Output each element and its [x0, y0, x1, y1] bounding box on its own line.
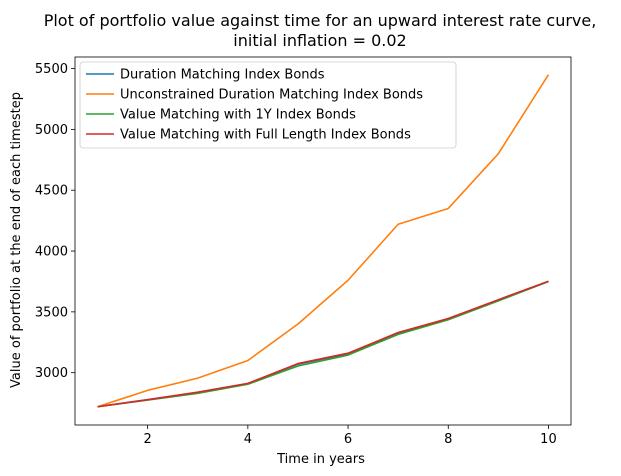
series-line-4 [97, 280, 549, 408]
legend-label: Duration Matching Index Bonds [120, 68, 325, 83]
legend-label: Value Matching with Full Length Index Bo… [120, 128, 411, 143]
y-tick-label: 3500 [35, 305, 68, 320]
x-axis-label: Time in years [276, 452, 365, 467]
legend-label: Value Matching with 1Y Index Bonds [120, 108, 356, 123]
x-tick-label: 6 [344, 432, 352, 447]
x-tick-label: 4 [244, 432, 252, 447]
legend-box [79, 61, 457, 149]
y-tick-label: 3000 [35, 366, 68, 381]
y-tick-label: 5000 [35, 123, 68, 138]
chart-title: Plot of portfolio value against time for… [44, 11, 597, 30]
y-tick-label: 4000 [35, 245, 68, 260]
y-tick-label: 4500 [35, 184, 68, 199]
axes-frame [74, 56, 572, 426]
y-axis-label: Value of portfolio at the end of each ti… [9, 92, 24, 388]
series-line-1 [97, 280, 549, 408]
x-tick-label: 8 [444, 432, 452, 447]
series-line-2 [97, 74, 550, 408]
plot-area: 2 4 6 8 10 3000 3500 4000 4500 5000 5500 Duration M… [35, 56, 572, 447]
chart-subtitle: initial inflation = 0.02 [233, 31, 406, 50]
series-line-3 [97, 280, 549, 408]
x-tick-label: 10 [540, 432, 557, 447]
legend-label: Unconstrained Duration Matching Index Bo… [120, 88, 423, 103]
x-tick-label: 2 [144, 432, 152, 447]
y-tick-label: 5500 [35, 62, 68, 77]
